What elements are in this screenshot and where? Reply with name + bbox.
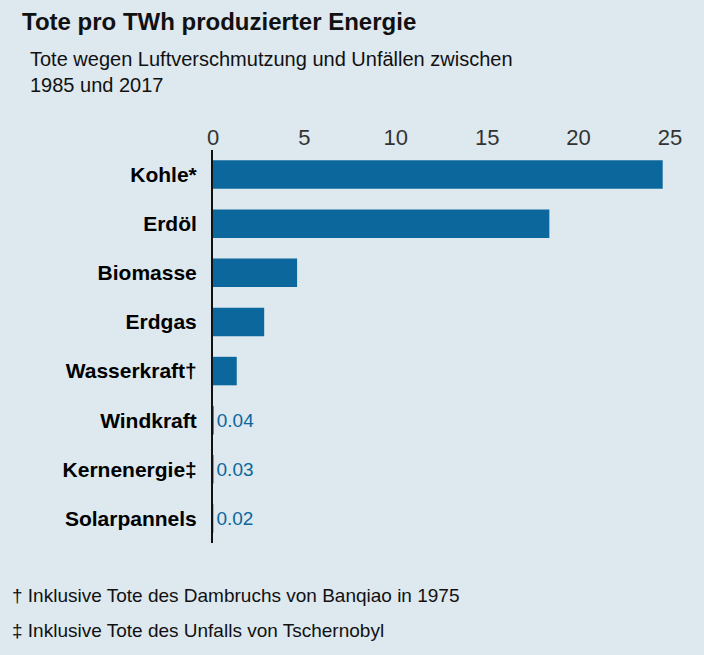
svg-text:0: 0 xyxy=(207,125,219,150)
svg-text:Erdgas: Erdgas xyxy=(126,310,197,333)
svg-text:0.03: 0.03 xyxy=(217,459,254,480)
svg-text:0.02: 0.02 xyxy=(216,508,253,529)
svg-text:‡ Inklusive Tote des Unfalls v: ‡ Inklusive Tote des Unfalls von Tschern… xyxy=(12,620,384,641)
svg-text:Tote wegen Luftverschmutzung u: Tote wegen Luftverschmutzung und Unfälle… xyxy=(30,48,513,96)
svg-text:Kernenergie‡: Kernenergie‡ xyxy=(63,458,197,481)
svg-text:Solarpannels: Solarpannels xyxy=(65,507,197,530)
svg-text:Tote pro TWh produzierter Ener: Tote pro TWh produzierter Energie xyxy=(22,8,416,35)
svg-text:20: 20 xyxy=(566,125,590,150)
svg-text:Erdöl: Erdöl xyxy=(143,212,197,235)
svg-text:Wasserkraft†: Wasserkraft† xyxy=(66,359,197,382)
svg-text:15: 15 xyxy=(475,125,499,150)
svg-text:Windkraft: Windkraft xyxy=(100,409,197,432)
svg-text:5: 5 xyxy=(298,125,310,150)
svg-text:0.04: 0.04 xyxy=(217,410,254,431)
svg-text:† Inklusive Tote des Dambruchs: † Inklusive Tote des Dambruchs von Banqi… xyxy=(12,585,459,606)
svg-text:Kohle*: Kohle* xyxy=(130,163,197,186)
svg-text:10: 10 xyxy=(384,125,408,150)
svg-text:25: 25 xyxy=(658,125,682,150)
svg-text:Biomasse: Biomasse xyxy=(98,261,197,284)
